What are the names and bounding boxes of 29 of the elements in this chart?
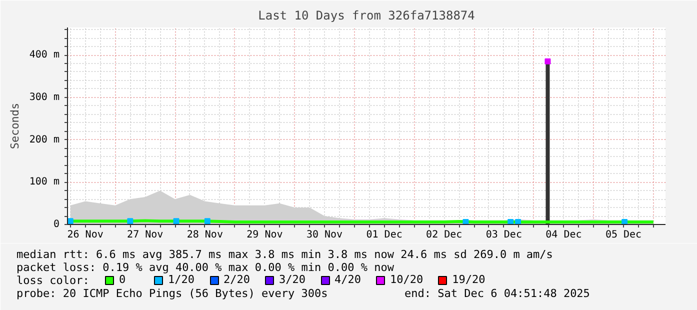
y-axis-title: Seconds [8,102,22,150]
x-tick-label: 03 Dec [486,230,522,240]
x-tick-label: 26 Nov [67,230,104,240]
y-tick-label: 300 m [29,92,60,103]
x-tick-label: 29 Nov [246,230,283,240]
x-tick-label: 05 Dec [605,230,642,240]
y-tick-label: 100 m [29,176,60,188]
x-tick-label: 27 Nov [127,230,164,240]
x-tick-label: 02 Dec [426,230,462,240]
text: packet loss: 0.19 % avg 40.00 % max 0.00 % min 0.00 % now [16,261,394,274]
legend-label: 3/20 [279,273,306,286]
legend-label: 0 [119,273,127,286]
text: probe: 20 ICMP Echo Pings (56 Bytes) every 300s [16,287,328,300]
legend-label: 10/20 [390,273,424,286]
legend-label: 2/20 [224,273,250,286]
text: median rtt: 6.6 ms avg 385.7 ms max 3.8 ms min 3.8 ms now 24.6 ms sd 269.0 m am/s [16,248,553,261]
y-tick-label: 0 [53,219,60,230]
y-tick-label: 200 m [29,134,60,146]
x-tick-label: 30 Nov [306,230,343,240]
legend-label: 19/20 [452,273,486,286]
legend-label: 1/20 [168,273,194,286]
text: end: Sat Dec 6 04:51:48 2025 [404,287,590,300]
x-tick-label: 28 Nov [186,230,223,240]
x-tick-label: 04 Dec [546,230,582,240]
y-tick-label: 400 m [29,50,60,61]
x-tick-label: 01 Dec [366,230,402,240]
chart-title: Last 10 Days from 326fa7138874 [258,8,475,22]
legend-label: 4/20 [334,273,361,286]
text: loss color: [16,274,90,287]
